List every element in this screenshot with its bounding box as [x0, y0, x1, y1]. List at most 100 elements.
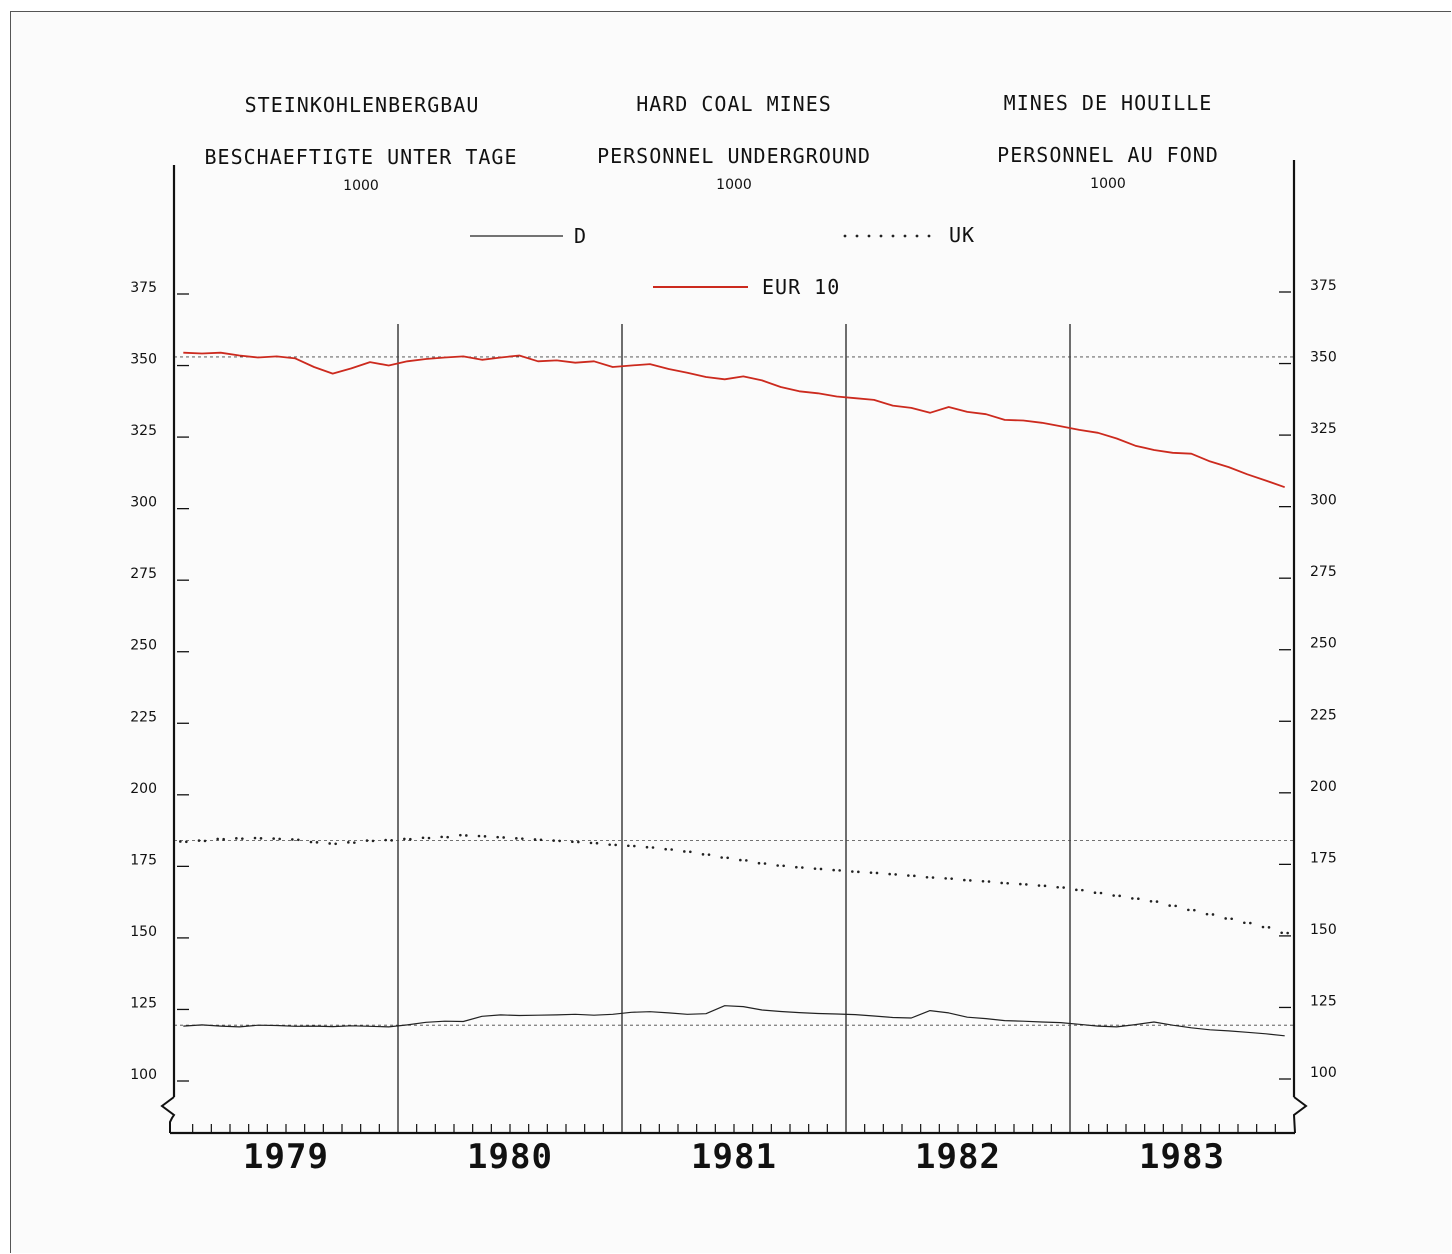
uk-point	[1174, 904, 1177, 908]
legend-swatch-uk-dot	[879, 234, 883, 238]
uk-point	[851, 870, 854, 873]
uk-point	[365, 839, 369, 842]
uk-point	[403, 837, 406, 841]
y-tick-label-right: 250	[1310, 636, 1337, 652]
uk-point	[1280, 931, 1283, 935]
uk-point	[1043, 884, 1047, 888]
y-tick-label-left: 200	[130, 781, 157, 797]
y-tick-label-left: 300	[130, 495, 157, 511]
uk-point	[278, 837, 281, 841]
uk-point	[552, 839, 555, 842]
legend-label-uk: UK	[949, 223, 976, 247]
uk-point	[969, 879, 972, 882]
uk-point	[664, 847, 667, 851]
title-en: HARD COAL MINES	[636, 92, 832, 116]
uk-point	[1099, 891, 1103, 895]
uk-point	[894, 873, 897, 876]
unit-fr: 1000	[1090, 176, 1126, 192]
y-tick-label-right: 275	[1310, 564, 1337, 580]
uk-point	[869, 871, 873, 874]
uk-point	[1224, 917, 1227, 920]
uk-point	[913, 874, 916, 878]
uk-point	[421, 836, 425, 840]
uk-point	[235, 837, 238, 840]
y-tick-label-left: 125	[130, 995, 157, 1011]
uk-point	[925, 875, 929, 879]
uk-point	[1093, 891, 1097, 894]
uk-point	[633, 844, 636, 848]
uk-point	[241, 837, 244, 840]
uk-point	[502, 836, 505, 839]
uk-point	[440, 835, 443, 839]
uk-point	[1230, 917, 1233, 921]
uk-point	[1025, 883, 1028, 886]
y-tick-label-left: 375	[130, 280, 157, 296]
uk-point	[608, 843, 611, 846]
uk-point	[763, 862, 767, 865]
uk-point	[645, 845, 649, 849]
legend-label-eur: EUR 10	[762, 275, 841, 299]
uk-point	[1211, 913, 1215, 916]
y-tick-label-left: 150	[130, 924, 157, 940]
uk-point	[483, 835, 487, 838]
uk-point	[203, 839, 207, 843]
uk-point	[1243, 921, 1246, 925]
uk-point	[577, 840, 580, 844]
y-tick-label-right: 375	[1310, 278, 1337, 294]
uk-point	[1019, 882, 1022, 886]
uk-point	[571, 840, 574, 844]
uk-point	[857, 870, 860, 874]
uk-point	[272, 837, 275, 840]
uk-point	[670, 848, 673, 851]
uk-point	[651, 846, 655, 849]
uk-point	[1261, 925, 1265, 929]
y-tick-label-right: 300	[1310, 493, 1337, 509]
y-tick-label-right: 100	[1310, 1065, 1337, 1081]
uk-point	[1075, 888, 1078, 892]
uk-point	[533, 838, 537, 841]
uk-point	[515, 837, 518, 840]
unit-en: 1000	[716, 177, 752, 193]
y-tick-label-right: 125	[1310, 993, 1337, 1009]
y-tick-label-left: 275	[130, 566, 157, 582]
uk-point	[595, 841, 599, 845]
uk-point	[720, 856, 723, 859]
uk-point	[1056, 885, 1059, 889]
uk-point	[813, 867, 817, 870]
uk-point	[315, 841, 319, 844]
uk-point	[1286, 931, 1289, 935]
uk-point	[1193, 908, 1196, 912]
uk-point	[1131, 897, 1134, 900]
y-tick-label-left: 100	[130, 1067, 157, 1083]
subtitle-fr: PERSONNEL AU FOND	[997, 143, 1219, 167]
uk-point	[745, 859, 748, 862]
uk-point	[944, 877, 947, 880]
uk-point	[390, 839, 393, 842]
uk-point	[309, 840, 313, 844]
right-axis-break	[1292, 1096, 1308, 1134]
uk-point	[1168, 904, 1171, 907]
y-tick-label-left: 325	[130, 423, 157, 439]
uk-point	[795, 865, 798, 869]
y-tick-label-right: 325	[1310, 421, 1337, 437]
unit-de: 1000	[343, 178, 379, 194]
uk-point	[297, 838, 300, 842]
uk-point	[1000, 881, 1003, 885]
y-tick-label-right: 225	[1310, 707, 1337, 723]
uk-point	[701, 853, 705, 856]
uk-point	[384, 838, 387, 842]
uk-point	[371, 839, 375, 843]
uk-point	[987, 880, 991, 883]
uk-point	[446, 835, 449, 839]
legend-swatch-uk-dot	[903, 234, 907, 238]
uk-point	[981, 879, 985, 883]
uk-point	[253, 836, 257, 840]
uk-point	[838, 869, 841, 872]
subtitle-de: BESCHAEFTIGTE UNTER TAGE	[204, 145, 518, 169]
uk-point	[739, 858, 742, 862]
uk-point	[888, 872, 891, 876]
uk-point	[589, 841, 593, 845]
uk-point	[950, 877, 953, 880]
x-tick-label: 1981	[691, 1137, 777, 1177]
y-tick-label-right: 200	[1310, 779, 1337, 795]
